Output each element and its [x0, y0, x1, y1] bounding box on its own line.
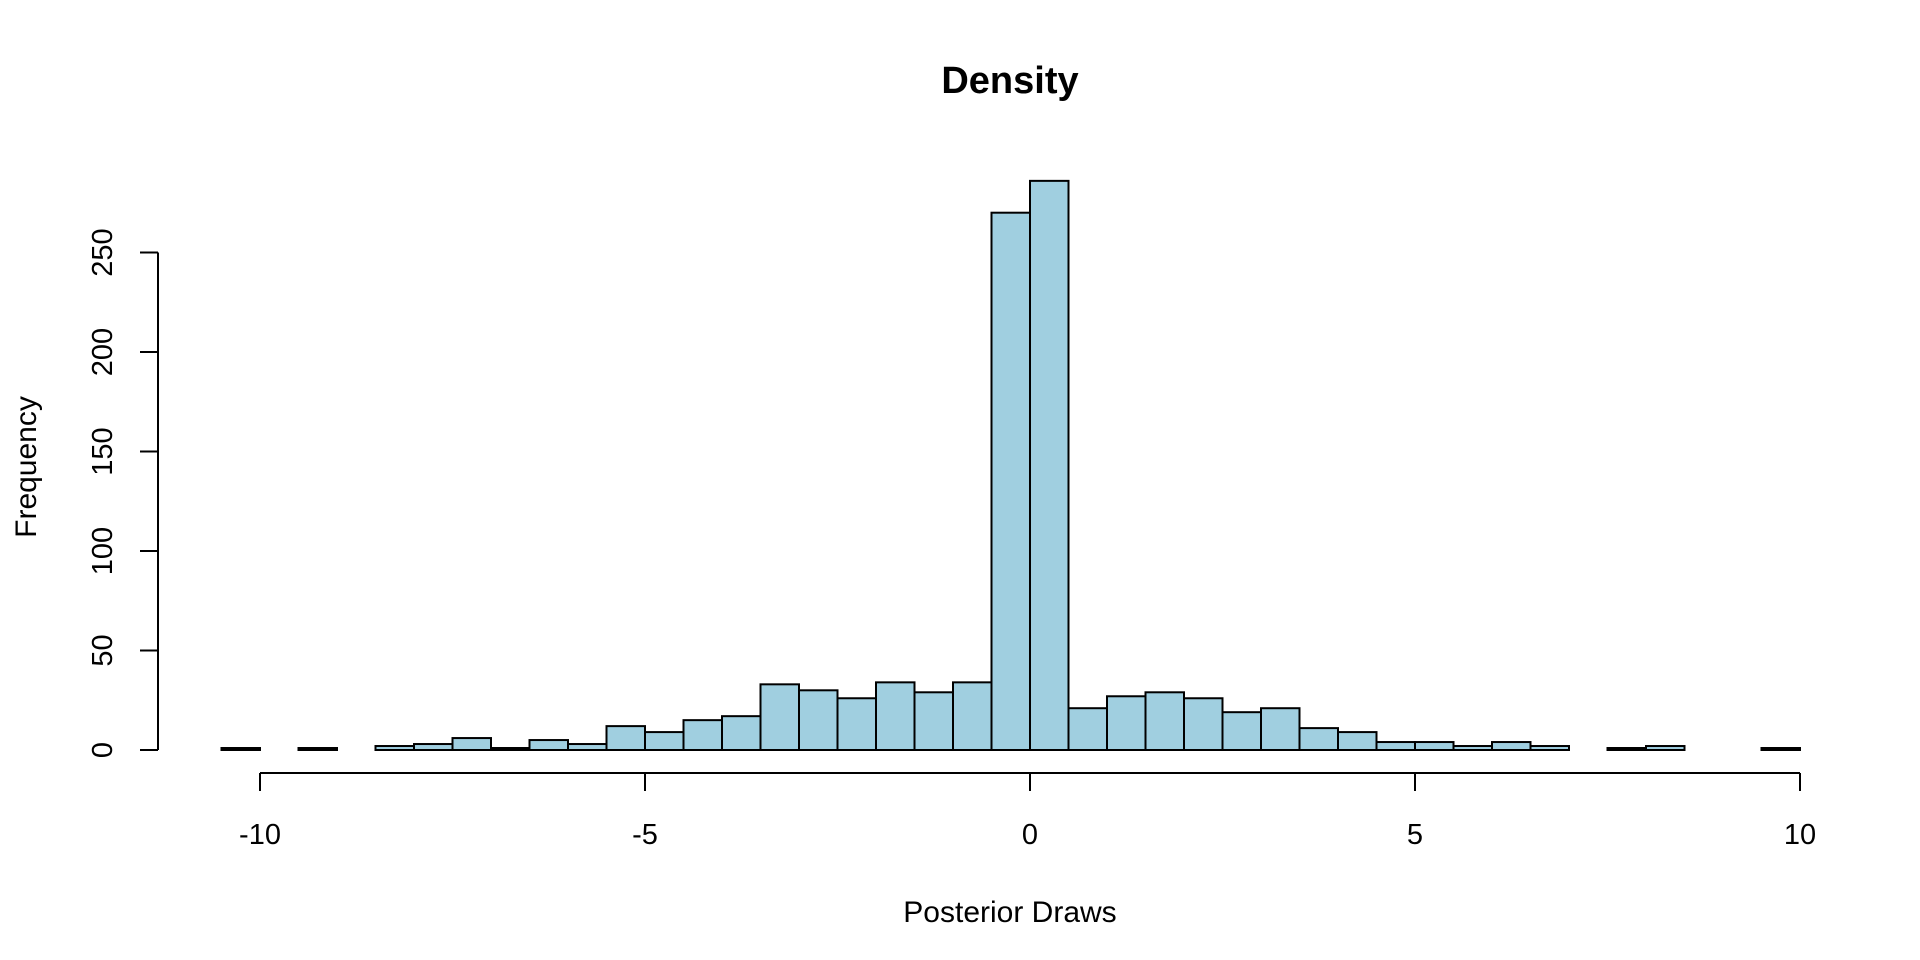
x-tick-label: -10 [239, 819, 281, 851]
y-tick-label: 0 [87, 742, 119, 758]
histogram-bar [1183, 697, 1224, 752]
y-axis-label: Frequency [10, 396, 43, 538]
histogram-bar [952, 681, 993, 752]
histogram-bar [297, 747, 338, 752]
x-tick-label: 5 [1407, 819, 1423, 851]
histogram-bar [1067, 707, 1108, 752]
histogram-bar [1260, 707, 1301, 752]
histogram-bars [220, 179, 1801, 752]
histogram-bar [605, 725, 646, 751]
y-tick-label: 100 [87, 527, 119, 575]
y-tick-label: 50 [87, 634, 119, 666]
histogram-bar [644, 731, 685, 752]
histogram-bar [1221, 711, 1262, 752]
histogram-bar [1452, 745, 1493, 752]
histogram-bar [220, 747, 261, 752]
histogram-bar [836, 697, 877, 752]
histogram-bar [682, 719, 723, 752]
x-tick-label: 10 [1784, 819, 1816, 851]
histogram-bar [567, 743, 608, 752]
histogram-bar [451, 737, 492, 751]
histogram-bar [990, 211, 1031, 751]
histogram-bar [1144, 691, 1185, 751]
y-tick-label: 200 [87, 328, 119, 376]
histogram-bar [1106, 695, 1147, 752]
histogram-bar [528, 739, 569, 751]
x-tick-label: -5 [632, 819, 658, 851]
histogram-bar [1414, 741, 1455, 751]
histogram-bar [798, 689, 839, 751]
histogram-bar [490, 747, 531, 752]
x-axis-label: Posterior Draws [903, 896, 1116, 929]
histogram-bar [1645, 745, 1686, 752]
y-axis: 0 50 100 150 200 250 [87, 228, 159, 758]
histogram-bar [721, 715, 762, 751]
histogram-bar [1375, 741, 1416, 751]
y-tick-label: 150 [87, 427, 119, 475]
histogram-bar [1491, 741, 1532, 751]
histogram-bar [413, 743, 454, 752]
chart-title: Density [941, 60, 1078, 102]
histogram-bar [913, 691, 954, 751]
x-axis: -10 -5 0 5 10 [239, 772, 1816, 851]
histogram-bar [1606, 747, 1647, 752]
y-tick-label: 250 [87, 228, 119, 276]
histogram-bar [875, 681, 916, 752]
histogram-bar [1298, 727, 1339, 751]
histogram-bar [1529, 745, 1570, 752]
histogram-bar [1337, 731, 1378, 752]
histogram-bar [1029, 179, 1070, 752]
histogram-bar [374, 745, 415, 752]
x-tick-label: 0 [1022, 819, 1038, 851]
histogram-bar [759, 683, 800, 752]
histogram-bar [1760, 747, 1801, 752]
